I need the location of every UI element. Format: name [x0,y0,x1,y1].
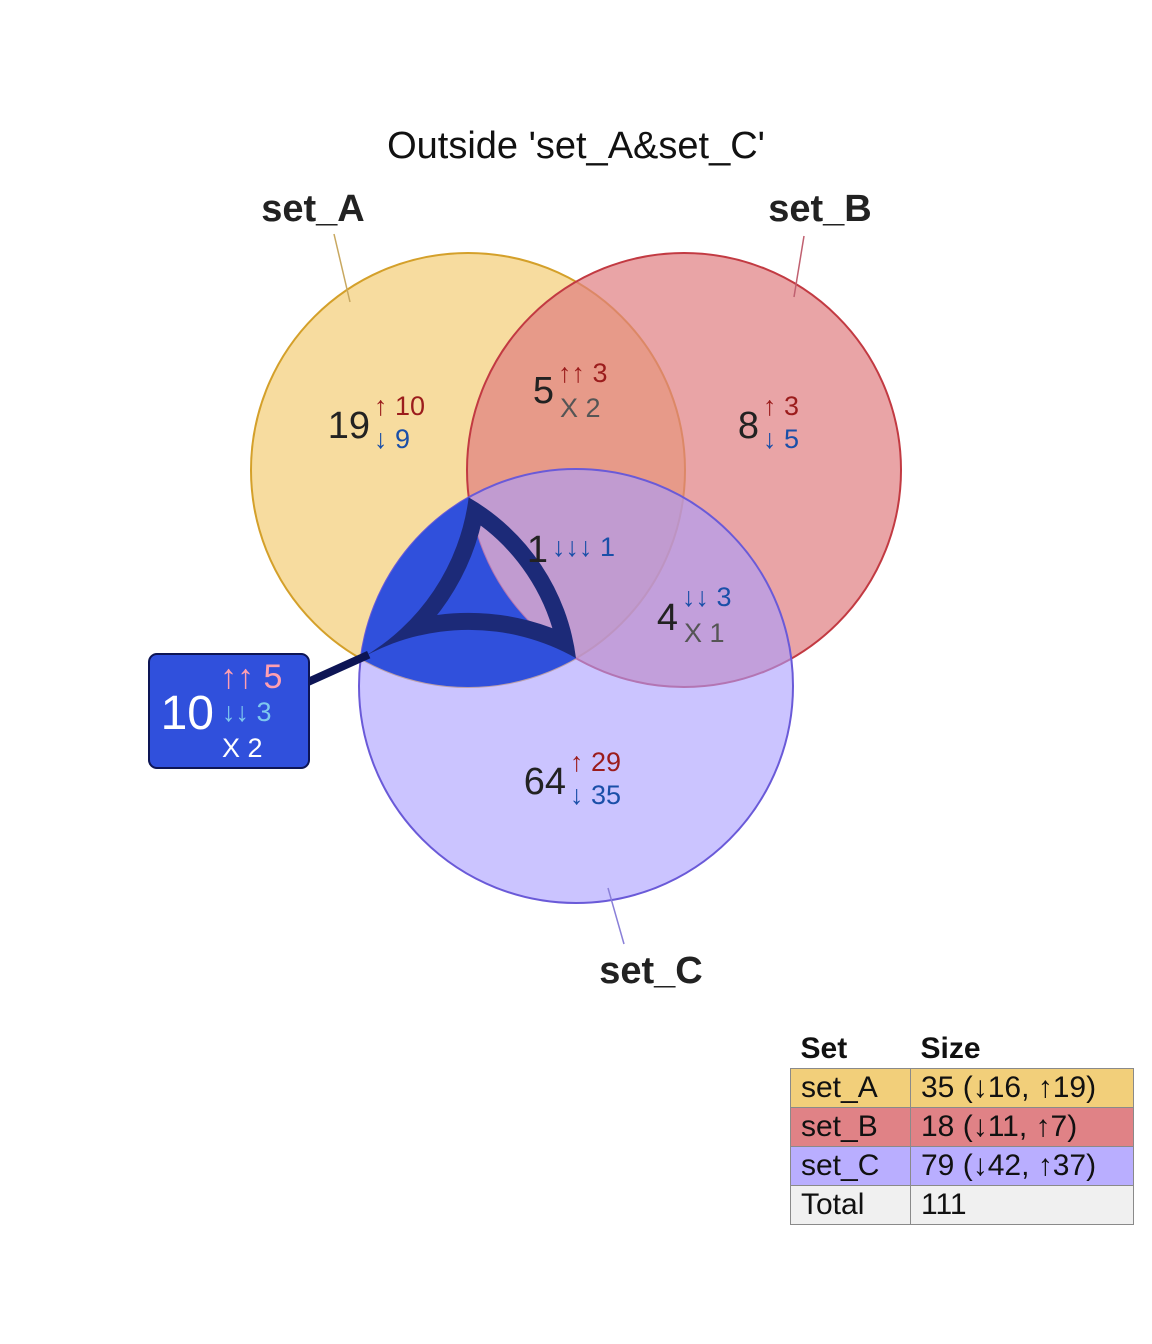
legend-set-cell: set_C [790,1146,911,1186]
set-c-leader [607,887,625,945]
legend-total-label: Total [790,1185,911,1225]
callout-x: X 2 [222,733,263,763]
legend-total-row: Total 111 [790,1185,1134,1225]
legend-set-cell: set_A [790,1068,911,1108]
region-a-only-down: ↓ 9 [374,424,410,454]
region-a-only-up: ↑ 10 [374,391,425,421]
region-bc-only-down: ↓↓ 3 [682,582,732,612]
region-bc-only-count: 4 [657,597,678,639]
region-a-only: 19 ↑ 10 ↓ 9 [328,391,425,454]
callout-box [148,653,310,769]
region-c-only-count: 64 [524,761,566,803]
region-b-only-count: 8 [738,405,759,447]
set-a-label: set_A [261,188,365,230]
callout-down: ↓↓ 3 [222,697,272,727]
legend-size-cell: 79 (↓42, ↑37) [910,1146,1134,1186]
region-abc-count: 1 [527,529,548,571]
legend-header-row: Set Size [791,1028,1134,1069]
legend-size-cell: 18 (↓11, ↑7) [910,1107,1134,1147]
region-ab-only-count: 5 [533,370,554,412]
set-size-legend: Set Size set_A 35 (↓16, ↑19) set_B 18 (↓… [790,1028,1134,1225]
region-ab-only-up: ↑↑ 3 [558,358,608,388]
legend-size-cell: 35 (↓16, ↑19) [910,1068,1134,1108]
set-b-label: set_B [768,188,872,230]
legend-total-value: 111 [910,1185,1134,1225]
region-abc-down: ↓↓↓ 1 [552,532,615,562]
set-a-leader [333,233,351,303]
region-bc-only: 4 ↓↓ 3 X 1 [657,582,732,648]
region-b-only-down: ↓ 5 [763,424,799,454]
region-abc: 1 ↓↓↓ 1 [527,529,615,571]
legend-header-set: Set [800,1032,848,1065]
legend-set-cell: set_B [790,1107,911,1147]
region-bc-only-x: X 1 [684,618,725,648]
callout-up: ↑↑ 5 [220,658,282,696]
callout-leader [306,650,371,686]
highlight-callout[interactable]: 10 ↑↑ 5 ↓↓ 3 X 2 [148,653,310,769]
legend-header-size: Size [920,1032,981,1065]
region-c-only-down: ↓ 35 [570,780,621,810]
set-c-label: set_C [599,950,703,992]
chart-title: Outside 'set_A&set_C' [387,125,765,167]
region-c-only-up: ↑ 29 [570,747,621,777]
region-b-only-up: ↑ 3 [763,391,799,421]
region-a-only-count: 19 [328,405,370,447]
legend-row: set_B 18 (↓11, ↑7) [790,1107,1134,1147]
region-ab-only-x: X 2 [560,393,601,423]
set-b-leader [793,235,805,298]
legend-row: set_C 79 (↓42, ↑37) [790,1146,1134,1186]
region-c-only: 64 ↑ 29 ↓ 35 [524,747,621,810]
callout-count: 10 [161,687,214,740]
region-ab-only: 5 ↑↑ 3 X 2 [533,358,608,423]
legend-row: set_A 35 (↓16, ↑19) [790,1068,1134,1108]
region-b-only: 8 ↑ 3 ↓ 5 [738,391,799,454]
